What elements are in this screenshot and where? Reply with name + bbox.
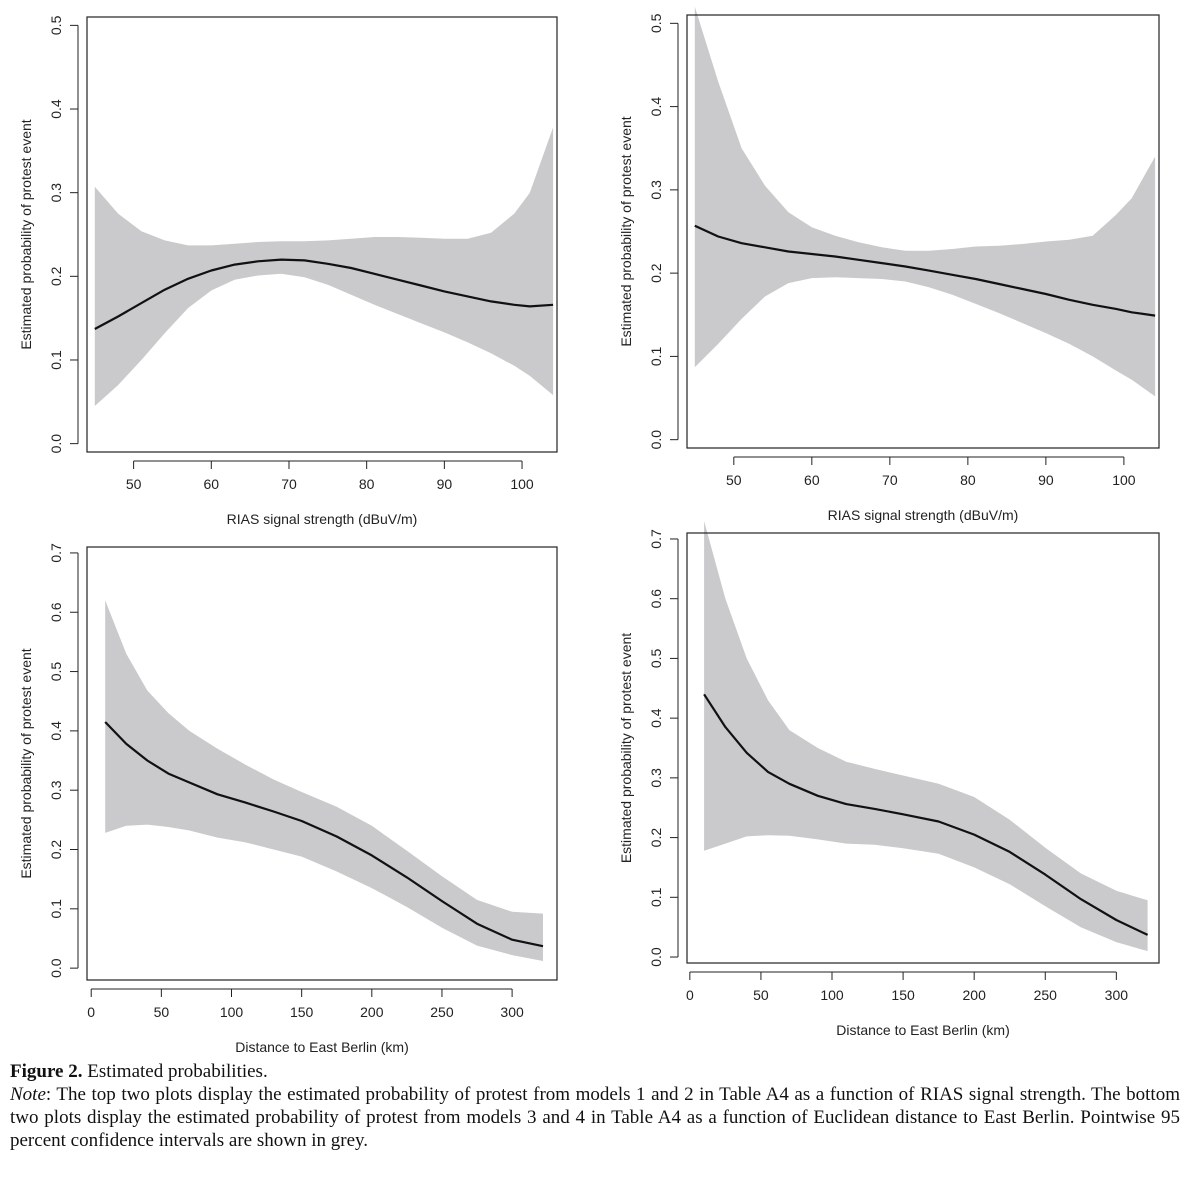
chart-svg: 0 50 100 150 200 250 300 Distance to East Berli…	[618, 521, 1160, 1038]
y-tick-label: 0.2	[648, 263, 664, 283]
y-tick-label: 0.0	[48, 434, 64, 454]
y-tick-label: 0.5	[48, 15, 64, 35]
x-tick-label: 60	[204, 476, 220, 492]
x-axis-label: Distance to East Berlin (km)	[836, 1022, 1010, 1038]
y-tick-label: 0.3	[48, 183, 64, 203]
chart-svg: 50 60 70 80 90 100 RIAS signal strength (dBuV/…	[618, 6, 1160, 523]
y-axis-label: Estimated probability of protest event	[618, 633, 634, 863]
y-tick-label: 0.2	[648, 828, 664, 848]
y-tick-label: 0.5	[648, 648, 664, 668]
y-tick-label: 0.3	[48, 780, 64, 800]
chart-group: 50 60 70 80 90 100 RIAS signal strength (dBuV/…	[18, 15, 558, 527]
x-tick-label: 100	[510, 476, 534, 492]
x-tick-label: 250	[430, 1004, 454, 1020]
x-tick-label: 50	[126, 476, 142, 492]
x-tick-label: 90	[437, 476, 453, 492]
x-tick-label: 300	[1105, 987, 1129, 1003]
y-tick-label: 0.0	[48, 958, 64, 978]
y-tick-label: 0.2	[48, 266, 64, 286]
y-tick-label: 0.1	[648, 346, 664, 366]
plot-frame	[86, 546, 558, 981]
y-tick-label: 0.4	[48, 721, 64, 741]
figure-caption: Figure 2. Estimated probabilities. Note:…	[10, 1060, 1180, 1152]
y-tick-label: 0.1	[648, 887, 664, 907]
plot-frame	[686, 14, 1160, 449]
x-tick-label: 80	[960, 472, 976, 488]
chart-group: 0 50 100 150 200 250 300 Distance to East Berli…	[618, 521, 1160, 1038]
y-tick-label: 0.1	[48, 899, 64, 919]
plot-frame	[86, 16, 558, 453]
y-tick-label: 0.2	[48, 840, 64, 860]
chart-group: 0 50 100 150 200 250 300 Distance to East Berli…	[18, 543, 558, 1055]
y-tick-label: 0.0	[648, 430, 664, 450]
y-tick-label: 0.0	[648, 947, 664, 967]
x-tick-label: 50	[753, 987, 769, 1003]
confidence-band	[704, 521, 1148, 952]
note-label: Note	[10, 1084, 46, 1105]
x-axis-label: RIAS signal strength (dBuV/m)	[828, 507, 1019, 523]
figure-title: Estimated probabilities.	[82, 1061, 268, 1082]
x-tick-label: 100	[220, 1004, 244, 1020]
y-tick-label: 0.3	[648, 180, 664, 200]
y-tick-label: 0.6	[648, 589, 664, 609]
note-text: : The top two plots display the estimate…	[10, 1084, 1180, 1151]
caption-title-line: Figure 2. Estimated probabilities.	[10, 1060, 1180, 1083]
x-tick-label: 250	[1034, 987, 1058, 1003]
x-tick-label: 70	[281, 476, 297, 492]
y-tick-label: 0.3	[648, 768, 664, 788]
estimate-line	[703, 693, 1149, 936]
y-tick-label: 0.1	[48, 350, 64, 370]
x-tick-label: 100	[1112, 472, 1136, 488]
estimate-line	[94, 258, 554, 330]
chart-group: 50 60 70 80 90 100 RIAS signal strength (dBuV/…	[618, 6, 1160, 523]
plot-frame	[686, 532, 1160, 964]
caption-note: Note: The top two plots display the esti…	[10, 1083, 1180, 1152]
x-tick-label: 150	[290, 1004, 314, 1020]
x-tick-label: 50	[726, 472, 742, 488]
chart-svg: 50 60 70 80 90 100 RIAS signal strength (dBuV/…	[18, 15, 558, 527]
x-tick-label: 50	[154, 1004, 170, 1020]
x-axis-label: RIAS signal strength (dBuV/m)	[227, 511, 418, 527]
y-tick-label: 0.7	[648, 529, 664, 549]
y-tick-label: 0.7	[48, 543, 64, 563]
x-tick-label: 70	[882, 472, 898, 488]
x-tick-label: 150	[891, 987, 915, 1003]
y-axis-label: Estimated probability of protest event	[618, 116, 634, 346]
x-tick-label: 90	[1038, 472, 1054, 488]
x-tick-label: 200	[963, 987, 987, 1003]
y-tick-label: 0.4	[48, 99, 64, 119]
y-axis-label: Estimated probability of protest event	[18, 648, 34, 878]
y-tick-label: 0.5	[648, 13, 664, 33]
x-tick-label: 0	[686, 987, 694, 1003]
confidence-band	[94, 127, 554, 407]
x-tick-label: 100	[820, 987, 844, 1003]
confidence-band	[105, 600, 543, 961]
x-axis-label: Distance to East Berlin (km)	[235, 1039, 409, 1055]
estimate-line	[104, 721, 544, 948]
figure-label: Figure 2.	[10, 1061, 83, 1082]
y-tick-label: 0.4	[648, 97, 664, 117]
estimate-line	[694, 224, 1156, 317]
y-tick-label: 0.4	[648, 708, 664, 728]
confidence-band	[694, 6, 1156, 397]
y-axis-label: Estimated probability of protest event	[18, 119, 34, 349]
x-tick-label: 300	[500, 1004, 524, 1020]
y-tick-label: 0.6	[48, 602, 64, 622]
chart-svg: 0 50 100 150 200 250 300 Distance to East Berli…	[18, 543, 558, 1055]
x-tick-label: 60	[804, 472, 820, 488]
x-tick-label: 0	[87, 1004, 95, 1020]
x-tick-label: 200	[360, 1004, 384, 1020]
x-tick-label: 80	[359, 476, 375, 492]
y-tick-label: 0.5	[48, 662, 64, 682]
